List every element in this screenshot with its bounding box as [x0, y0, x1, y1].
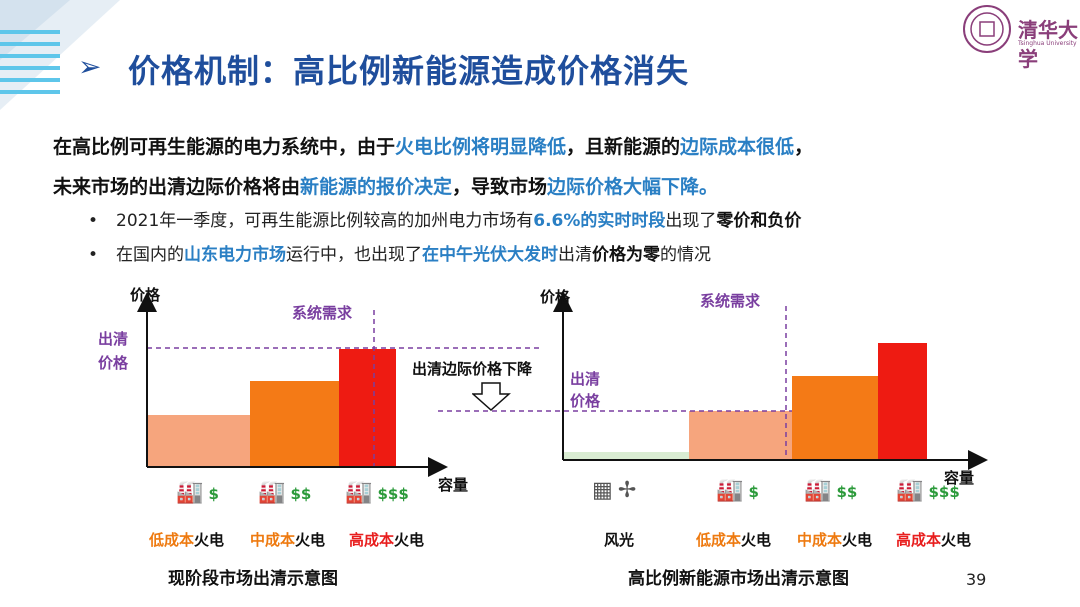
- money-label: $$$: [377, 485, 409, 503]
- right-clearing-label-1: 出清: [570, 370, 601, 388]
- power-plant-icon: 🏭: [804, 478, 832, 503]
- bullet-dot-icon: •: [88, 211, 99, 231]
- text-segment: 山东电力市场: [184, 245, 286, 265]
- left-clearing-label-2: 价格: [98, 354, 129, 372]
- text-segment: 出清: [558, 245, 592, 265]
- power-plant-icon: 🏭: [258, 480, 286, 505]
- slide-title: 价格机制：高比例新能源造成价格消失: [128, 52, 690, 90]
- down-arrow-icon: [472, 382, 511, 412]
- money-label: $: [748, 483, 759, 501]
- right-chart-caption: 高比例新能源市场出清示意图: [628, 569, 849, 589]
- text-segment: 2021年一季度，可再生能源比例较高的加州电力市场有: [116, 211, 534, 231]
- money-label: $$: [836, 483, 858, 501]
- power-plant-icon: 🏭: [716, 478, 744, 503]
- right-demand-label: 系统需求: [700, 292, 761, 310]
- right-label-renewable: 风光: [604, 531, 635, 549]
- text-segment: ，: [794, 136, 814, 158]
- power-plant-icon: 🏭: [176, 480, 204, 505]
- left-label-low: 低成本火电: [149, 531, 225, 549]
- bullet-item: • 2021年一季度，可再生能源比例较高的加州电力市场有6.6%的实时时段出现了零…: [88, 206, 801, 231]
- left-unit-low: 🏭 $: [176, 480, 219, 505]
- power-plant-icon: 🏭: [896, 478, 924, 503]
- right-unit-high: 🏭 $$$: [896, 478, 960, 503]
- bar-high-cost: [878, 343, 927, 460]
- bar-low-cost: [689, 411, 792, 460]
- text-segment: 新能源的报价决定: [300, 176, 453, 198]
- right-label-mid: 中成本火电: [797, 531, 873, 549]
- intro-line-1: 在高比例可再生能源的电力系统中，由于火电比例将明显降低，且新能源的边际成本很低，: [53, 132, 813, 159]
- solar-panel-icon: ▦: [592, 478, 613, 503]
- right-unit-mid: 🏭 $$: [804, 478, 857, 503]
- right-unit-low: 🏭 $: [716, 478, 759, 503]
- text-segment: 边际价格大幅下降。: [547, 176, 719, 198]
- tsinghua-seal-icon: [963, 5, 1011, 53]
- power-plant-icon: 🏭: [345, 480, 373, 505]
- text-segment: 价格为零: [592, 245, 660, 265]
- left-y-axis-label: 价格: [130, 286, 161, 304]
- intro-line-2: 未来市场的出清边际价格将由新能源的报价决定，导致市场边际价格大幅下降。: [53, 172, 718, 199]
- right-y-axis-label: 价格: [540, 288, 571, 306]
- bar-low-cost: [147, 415, 250, 467]
- text-segment: ，且新能源的: [566, 136, 681, 158]
- price-drop-label: 出清边际价格下降: [412, 360, 533, 378]
- bar-high-cost: [339, 349, 396, 467]
- text-segment: 6.6%的实时时段: [533, 211, 666, 231]
- logo-subtitle: Tsinghua University: [1018, 40, 1077, 47]
- text-segment: 未来市场的出清边际价格将由: [53, 176, 301, 198]
- text-segment: 运行中，也出现了: [286, 245, 422, 265]
- bullet-dot-icon: •: [88, 245, 99, 265]
- wind-turbine-icon: ✢: [617, 478, 637, 503]
- left-label-mid: 中成本火电: [250, 531, 326, 549]
- left-chart: [137, 292, 540, 477]
- left-unit-mid: 🏭 $$: [258, 480, 311, 505]
- money-label: $$$: [928, 483, 960, 501]
- bullet-item: • 在国内的山东电力市场运行中，也出现了在中午光伏大发时出清价格为零的情况: [88, 240, 711, 265]
- logo-name: 清华大学: [1018, 18, 1078, 71]
- bar-mid-cost: [250, 381, 339, 467]
- text-segment: 火电比例将明显降低: [395, 136, 567, 158]
- bar-mid-cost: [792, 376, 878, 460]
- text-segment: 在高比例可再生能源的电力系统中，由于: [53, 136, 396, 158]
- left-x-axis-label: 容量: [438, 476, 469, 494]
- right-label-low: 低成本火电: [696, 531, 772, 549]
- page-number: 39: [966, 570, 987, 589]
- right-x-axis-label: 容量: [944, 469, 975, 487]
- text-segment: ，导致市场: [452, 176, 548, 198]
- title-arrow-icon: ➢: [78, 50, 102, 83]
- right-unit-renewable: ▦ ✢: [592, 478, 636, 503]
- bar-renewable: [563, 452, 689, 460]
- left-demand-label: 系统需求: [292, 304, 353, 322]
- text-segment: 的情况: [660, 245, 711, 265]
- left-clearing-label-1: 出清: [98, 330, 129, 348]
- left-label-high: 高成本火电: [349, 531, 425, 549]
- right-clearing-label-2: 价格: [570, 392, 601, 410]
- text-segment: 在中午光伏大发时: [422, 245, 558, 265]
- text-segment: 边际成本很低: [680, 136, 795, 158]
- right-chart: [438, 292, 988, 470]
- left-chart-caption: 现阶段市场出清示意图: [168, 569, 338, 589]
- money-label: $: [208, 485, 219, 503]
- corner-decoration: [0, 0, 120, 110]
- text-segment: 零价和负价: [716, 211, 802, 231]
- text-segment: 出现了: [665, 211, 717, 231]
- right-label-high: 高成本火电: [896, 531, 972, 549]
- money-label: $$: [290, 485, 312, 503]
- left-unit-high: 🏭 $$$: [345, 480, 409, 505]
- text-segment: 在国内的: [116, 245, 184, 265]
